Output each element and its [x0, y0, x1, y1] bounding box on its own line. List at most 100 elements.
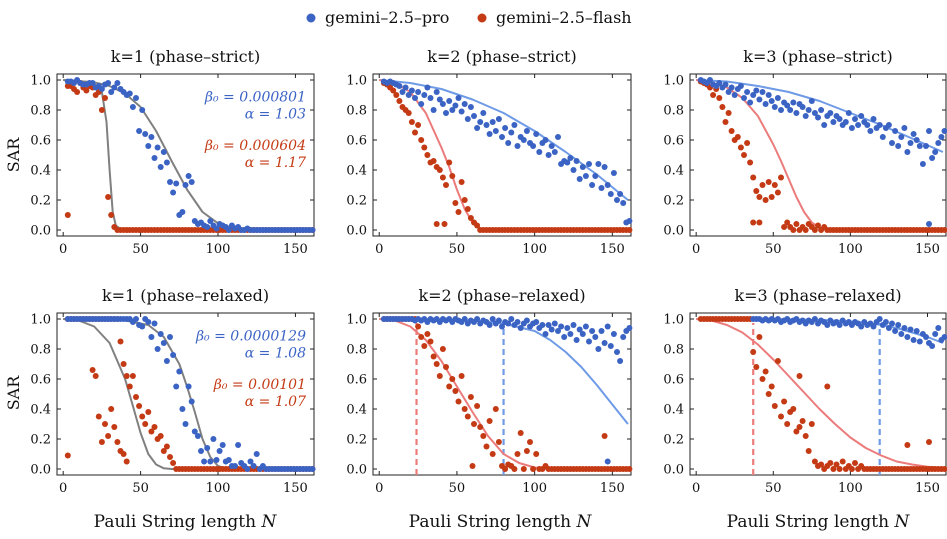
data-point-flash [458, 179, 465, 185]
data-point-pro [247, 458, 254, 465]
data-point-pro [154, 144, 161, 151]
data-point-pro [461, 316, 468, 322]
data-point-pro [551, 149, 558, 155]
data-point-flash [117, 338, 124, 345]
data-point-flash [439, 174, 446, 181]
x-tick-label: 50 [132, 242, 149, 257]
data-point-flash [446, 159, 453, 166]
data-point-pro [867, 128, 874, 134]
data-point-pro [452, 102, 459, 109]
data-point-pro [235, 442, 242, 448]
data-point-flash [533, 451, 540, 457]
data-point-pro [499, 323, 505, 330]
data-point-flash [427, 338, 434, 345]
data-point-flash [102, 95, 108, 101]
data-point-pro [536, 149, 543, 155]
data-point-pro [558, 323, 565, 330]
panels: k=1 (phase–strict) 0 50 100 150 0.0 0.2 0.4 0.6 0… [30, 47, 947, 496]
fit-curve-pro [379, 79, 629, 201]
x-tick-label: 100 [522, 242, 547, 257]
panel-2: k=2 (phase–strict) 0 50 100 150 0.0 0.2 0.4 0.6 0… [346, 47, 633, 257]
x-tick-label: 0 [375, 481, 383, 496]
data-point-pro [707, 77, 713, 83]
panel-3: k=3 (phase–strict) 0 50 100 150 0.0 0.2 0.4 0.6 0… [663, 47, 947, 257]
data-point-pro [895, 322, 902, 328]
data-point-pro [895, 143, 902, 149]
data-point-pro [731, 92, 738, 98]
y-tick-label: 0.6 [663, 134, 684, 149]
data-point-flash [765, 391, 772, 397]
fit-curve-gray [63, 318, 314, 470]
data-point-pro [517, 325, 524, 331]
data-point-pro [495, 317, 502, 324]
data-point-flash [771, 403, 778, 409]
data-point-pro [586, 161, 592, 167]
y-tick-label: 1.0 [346, 313, 367, 328]
data-point-pro [508, 316, 515, 322]
data-point-pro [620, 200, 627, 206]
y-tick-label: 0.0 [30, 224, 51, 239]
data-point-pro [139, 323, 146, 330]
data-point-flash [790, 227, 797, 233]
data-point-flash [492, 406, 499, 412]
data-point-pro [929, 155, 936, 161]
y-tick-label: 0.8 [663, 343, 684, 358]
data-point-pro [253, 451, 260, 457]
data-point-flash [839, 458, 846, 465]
data-point-pro [520, 137, 527, 143]
data-point-flash [489, 451, 496, 457]
data-point-pro [926, 221, 932, 227]
data-point-flash [123, 373, 130, 379]
x-tick-label: 150 [283, 481, 308, 496]
data-point-pro [505, 140, 512, 146]
y-tick-label: 0.8 [346, 343, 367, 358]
data-point-pro [923, 334, 929, 340]
data-point-pro [232, 463, 238, 469]
data-point-pro [424, 84, 431, 91]
data-point-flash [461, 197, 468, 203]
data-point-pro [815, 114, 821, 121]
data-point-pro [458, 108, 465, 115]
fit-curve-pro [696, 79, 944, 153]
data-point-flash [774, 189, 781, 196]
data-point-pro [464, 116, 471, 122]
data-point-pro [486, 322, 493, 328]
data-point-flash [716, 95, 723, 101]
data-point-pro [579, 164, 586, 170]
data-point-flash [830, 466, 837, 472]
data-point-pro [848, 125, 855, 131]
data-point-flash [926, 439, 932, 445]
fit-annotation-pro: β₀ = 0.000801 [204, 90, 306, 106]
data-point-pro [926, 128, 932, 134]
data-point-pro [941, 334, 947, 340]
y-axis-label-bottom: SAR [4, 375, 23, 411]
data-point-pro [573, 337, 580, 343]
data-point-pro [188, 398, 195, 405]
data-point-pro [607, 191, 614, 197]
data-point-pro [160, 340, 167, 346]
data-point-flash [412, 129, 418, 136]
fit-annotation-pro: β₀ = 0.0000129 [195, 329, 306, 345]
y-tick-label: 0.8 [663, 104, 684, 119]
data-point-pro [808, 98, 815, 104]
data-point-flash [430, 158, 437, 164]
y-tick-label: 0.0 [346, 224, 367, 239]
data-point-pro [443, 110, 449, 116]
fit-annotation-flash: α = 1.17 [245, 155, 306, 171]
data-point-pro [548, 326, 555, 333]
data-point-flash [455, 398, 462, 405]
y-tick-label: 0.4 [663, 164, 684, 179]
data-point-flash [523, 448, 530, 454]
data-point-flash [744, 140, 751, 146]
y-tick-label: 0.2 [30, 433, 51, 448]
data-point-pro [604, 458, 611, 465]
data-point-pro [811, 316, 818, 322]
y-tick-label: 1.0 [30, 313, 51, 328]
data-point-pro [790, 99, 797, 106]
data-point-pro [787, 107, 794, 113]
data-point-pro [467, 104, 474, 110]
data-point-pro [576, 176, 583, 182]
data-point-pro [213, 225, 220, 232]
data-point-pro [436, 96, 443, 103]
data-point-pro [514, 319, 521, 325]
